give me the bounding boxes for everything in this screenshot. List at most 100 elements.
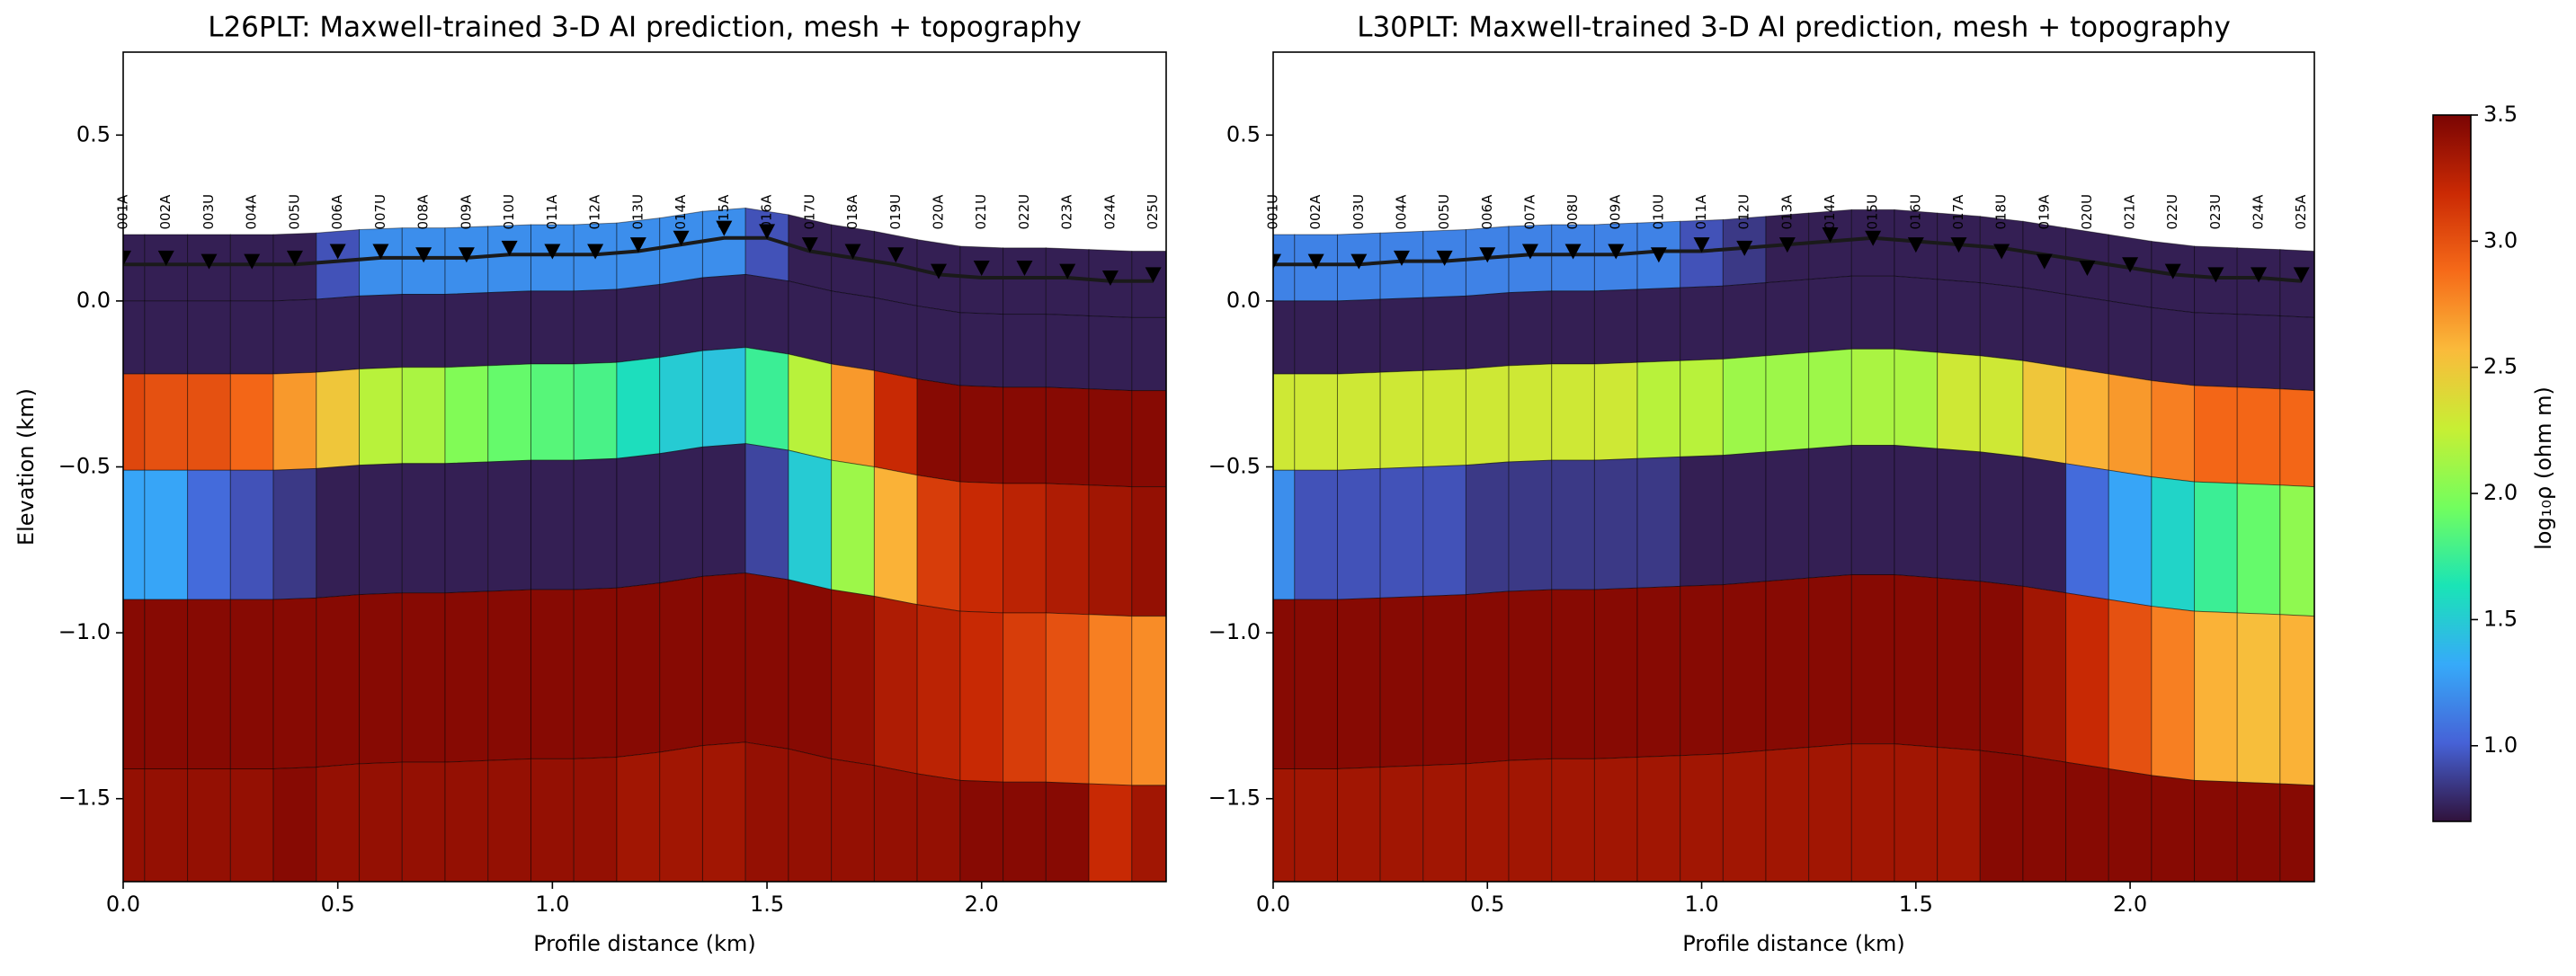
plot-area [123,207,1166,882]
x-tick-label: 0.0 [106,892,140,917]
cell [2279,388,2314,488]
cell [1379,466,1424,599]
station-label: 025U [1145,194,1161,230]
cell [272,597,317,769]
station-marker [1564,244,1582,260]
cell [1336,767,1381,882]
cell [1636,456,1681,589]
station-marker [1016,260,1033,276]
station-label: 002A [1307,194,1324,230]
cell [873,369,918,476]
cell [1680,584,1724,757]
cell [1465,590,1510,765]
cell [144,300,189,375]
cell [1379,369,1424,469]
cell [573,361,618,461]
cell [573,288,618,365]
cell [1850,743,1895,882]
station-label: 025A [2293,194,2309,230]
cell [1465,759,1510,882]
cell [1294,373,1338,471]
station-label: 017A [1950,194,1966,230]
x-tick-label: 0.5 [1470,892,1504,917]
cell [1551,758,1595,882]
station-label: 014A [673,194,689,230]
station-marker [123,250,131,266]
cell [1273,469,1296,600]
cell [959,245,1004,315]
cell [316,228,361,300]
cell [1636,585,1681,759]
cell [1336,371,1381,471]
cell [744,572,789,750]
station-label: 024A [2251,194,2267,230]
cell [1593,457,1638,590]
station-marker [1822,227,1839,244]
cell [1722,451,1767,586]
station-label: 010U [501,194,517,230]
cell [1808,444,1852,579]
cell [1765,448,1810,582]
station-label: 019A [2036,194,2052,230]
cell [1508,589,1553,761]
colorbar-tick-label: 2.0 [2483,480,2518,505]
cell [1088,315,1133,392]
cell [2065,592,2109,770]
cell [272,232,317,302]
cell [1088,388,1133,488]
cell [1894,743,1939,882]
cell [701,273,746,351]
cell [2022,287,2067,368]
station-label: 021U [973,194,989,230]
cell [1937,577,1981,751]
cell [1937,351,1981,453]
cell [916,773,961,882]
cell [659,446,703,584]
cell [1273,373,1296,471]
x-axis-label: Profile distance (km) [1682,931,1905,956]
cell [959,610,1004,783]
y-tick-label: −1.0 [58,619,111,644]
cell [701,572,746,747]
y-axis-label: Elevation (km) [13,388,39,546]
cell [2279,783,2314,882]
station-label: 018A [844,194,860,230]
station-label: 006A [1479,194,1495,230]
cell [1294,300,1338,375]
cell [2194,312,2238,388]
station-marker [801,237,818,253]
cell [788,748,833,882]
station-marker [2251,267,2268,283]
cell [1722,750,1767,882]
station-label: 007U [372,194,388,230]
cell [359,592,403,765]
cell [1979,355,2024,457]
cell [359,761,403,882]
cell [1850,573,1895,745]
station-label: 005U [286,194,302,230]
cell [1294,767,1338,882]
cell [2022,585,2067,763]
cell [701,347,746,448]
station-marker [1950,237,1967,253]
plot-area [1273,209,2314,882]
station-marker [201,253,218,270]
station-marker [372,244,389,260]
x-tick-label: 1.0 [1684,892,1718,917]
cell [1465,292,1510,370]
station-marker [716,220,733,236]
station-marker [1393,250,1410,266]
cell [1336,467,1381,600]
station-label: 016U [1907,194,1923,230]
cell [2151,306,2196,386]
cell [2194,385,2238,484]
station-label: 005U [1436,194,1452,230]
y-tick-label: −1.5 [58,785,111,811]
station-marker [2164,263,2181,279]
cell [616,453,661,589]
cell [744,443,789,581]
y-tick-label: 0.0 [1226,288,1261,313]
cell [1636,359,1681,459]
chart-title: L26PLT: Maxwell-trained 3-D AI predictio… [208,12,1082,44]
